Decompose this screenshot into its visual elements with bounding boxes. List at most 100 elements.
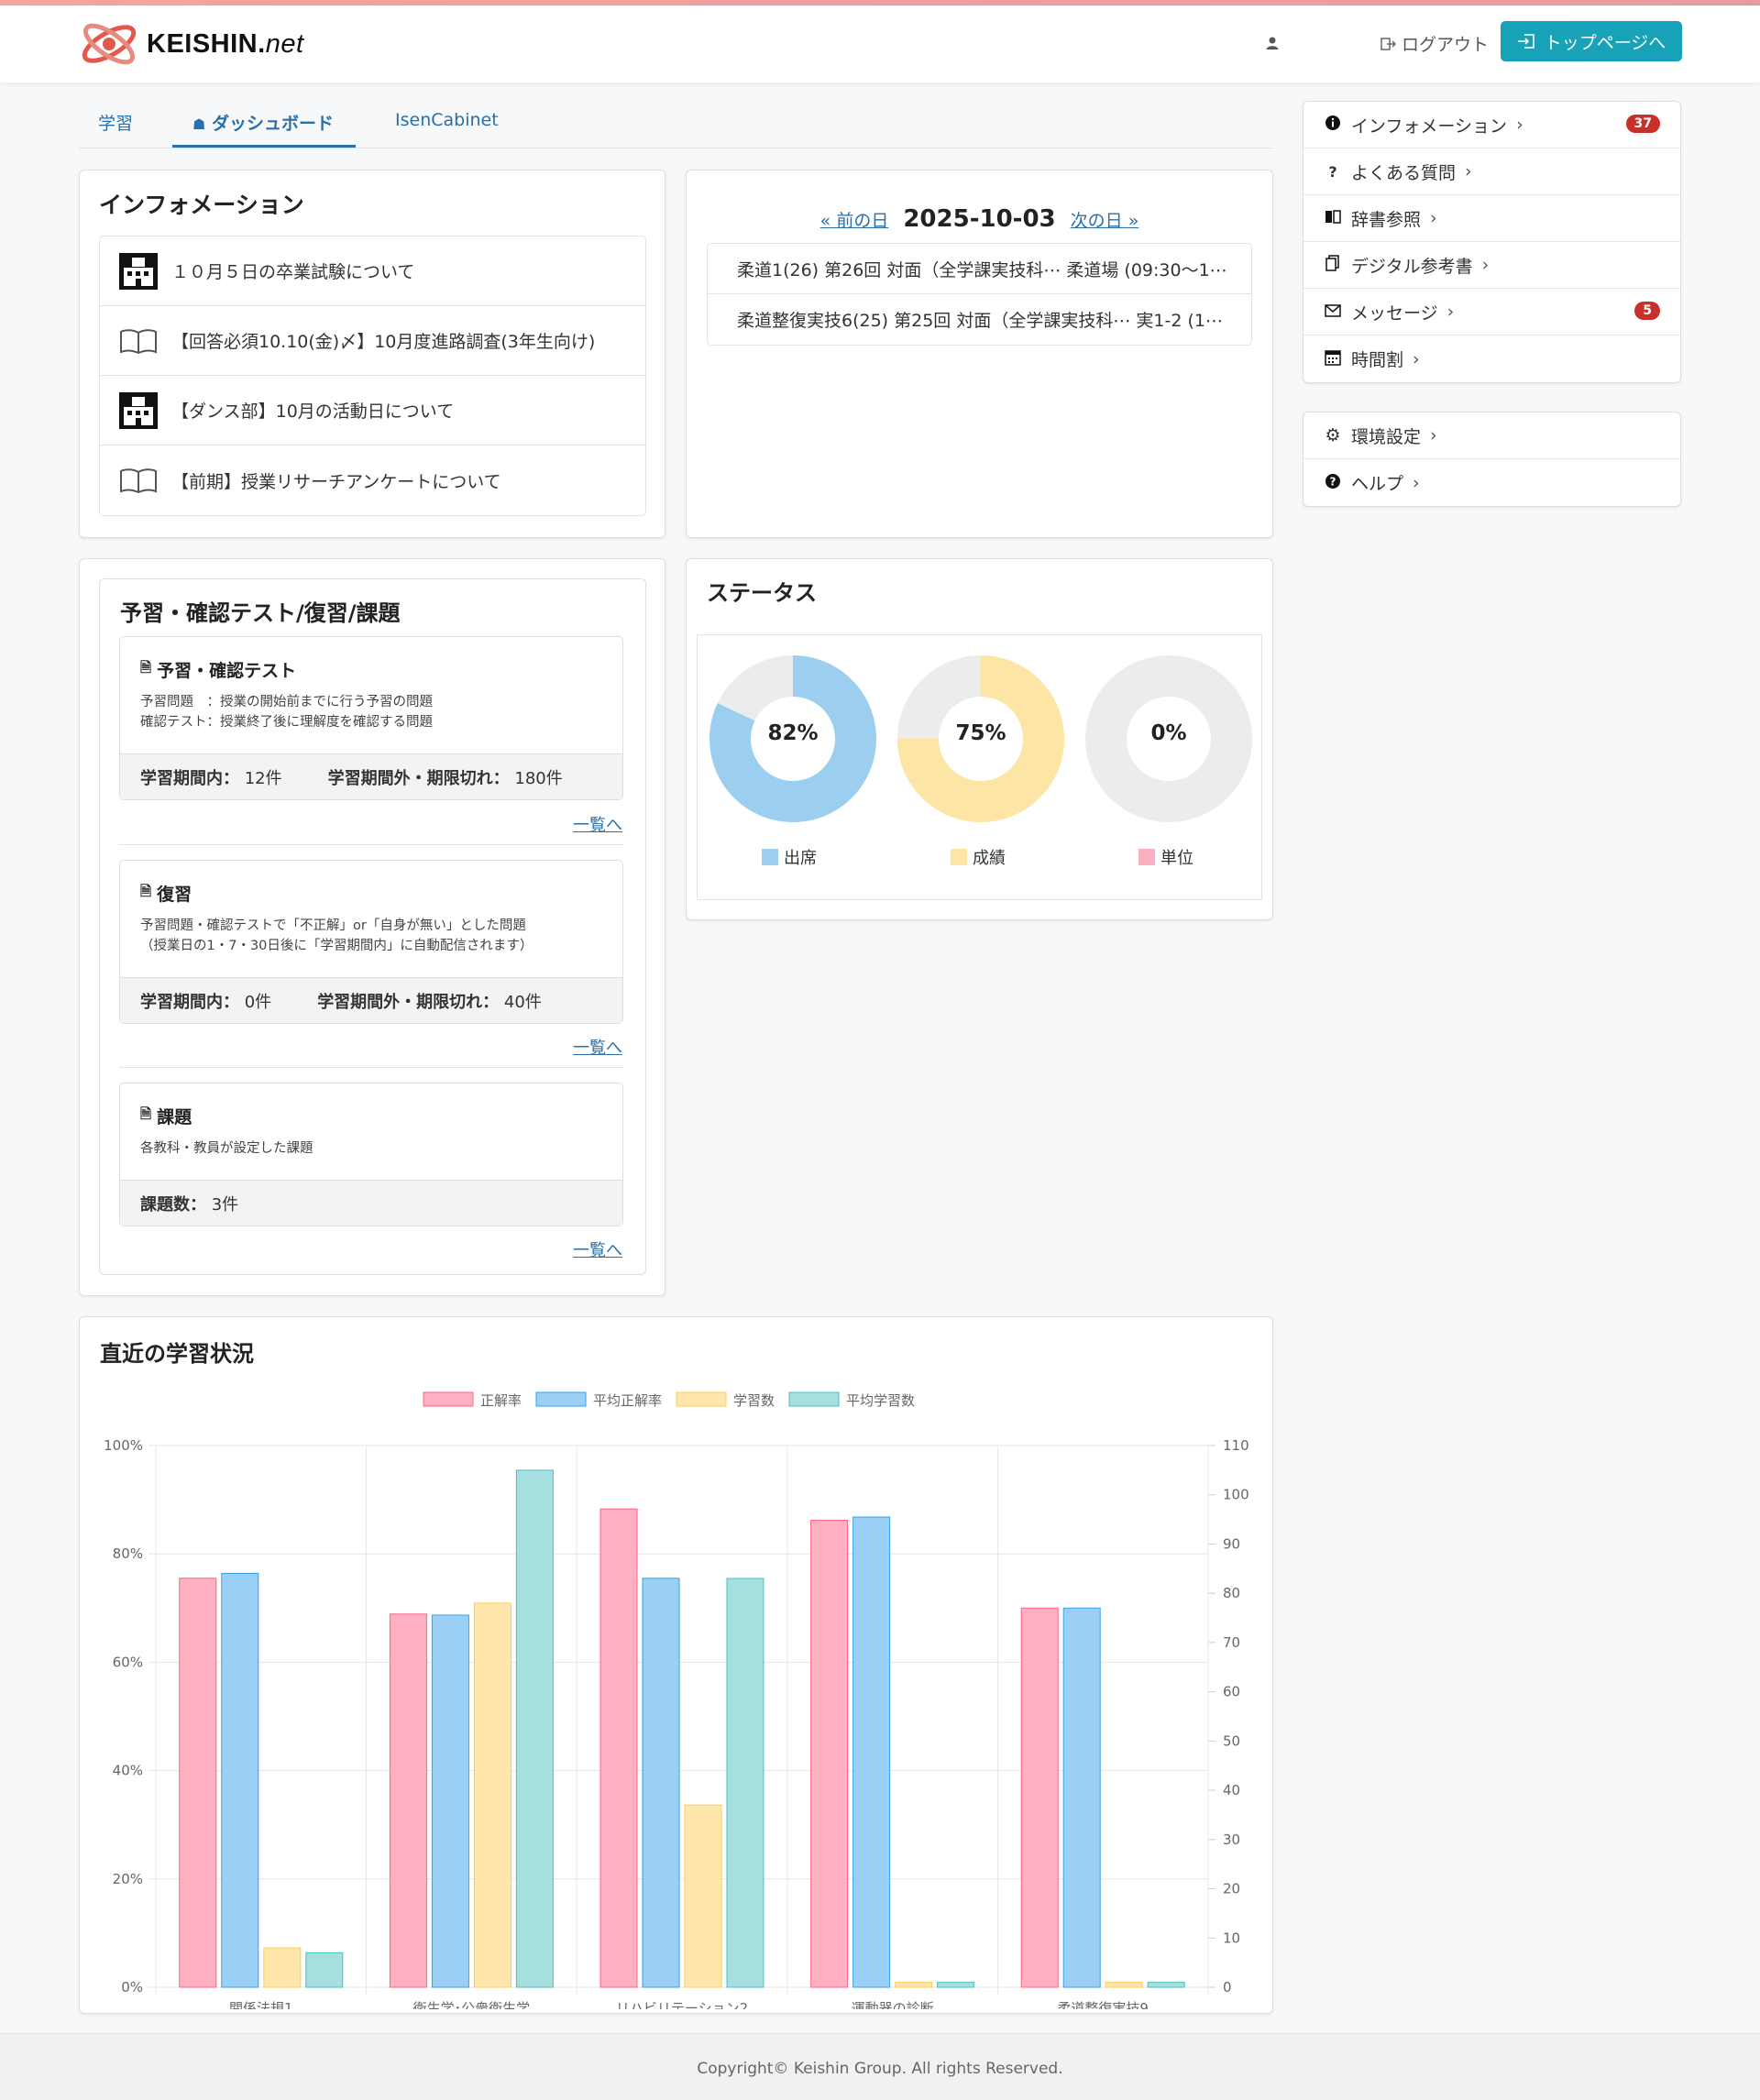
y-left-tick-label: 40%: [113, 1763, 143, 1779]
info-item[interactable]: 【ダンス部】10月の活動日について: [100, 376, 645, 445]
assignment-footer: 課題数： 3件: [120, 1180, 622, 1226]
bar-1[interactable]: [642, 1578, 680, 1988]
footer: Copyright© Keishin Group. All rights Res…: [0, 2033, 1760, 2100]
date-navigation: « 前の日 2025-10-03 次の日 »: [687, 205, 1272, 233]
sidebar-item-information[interactable]: インフォメーション › 37: [1304, 102, 1680, 148]
legend-label: 正解率: [480, 1392, 522, 1409]
keishin-logo-icon: [82, 23, 137, 65]
donut-hole: [939, 697, 1023, 781]
tab-isencabinet[interactable]: IsenCabinet: [395, 110, 499, 130]
status-donut-area: 82% 75% 0% 出席 成績 単位: [697, 634, 1262, 900]
x-tick-label: リハビリテーション2: [616, 2000, 748, 2009]
bar-0[interactable]: [179, 1578, 217, 1988]
review-list-link[interactable]: 一覧へ: [573, 1039, 622, 1058]
logout-link[interactable]: ログアウト: [1380, 31, 1489, 56]
assignment-title: 課題: [157, 1107, 192, 1127]
x-tick-label: 衛生学･公衆衛生学: [413, 2000, 531, 2009]
main-tabs: 学習 ☗ ダッシュボード IsenCabinet: [79, 101, 1272, 148]
recent-study-title: 直近の学習状況: [100, 1341, 254, 1367]
bar-0[interactable]: [389, 1613, 427, 1988]
chevron-right-icon: ›: [1446, 302, 1455, 322]
sidebar-item-timetable[interactable]: 時間割 ›: [1304, 335, 1680, 382]
user-icon[interactable]: [1265, 35, 1280, 55]
bar-3[interactable]: [1147, 1982, 1185, 1988]
bar-2[interactable]: [895, 1982, 933, 1988]
bar-0[interactable]: [810, 1520, 849, 1988]
schedule-item[interactable]: 柔道整復実技6(25) 第25回 対面（全学課実技科⋯ 実1-2 (1⋯: [737, 311, 1223, 331]
tab-dashboard[interactable]: ☗ ダッシュボード: [192, 110, 334, 135]
chevron-right-icon: ›: [1430, 425, 1437, 445]
donut-value-arc[interactable]: [710, 655, 876, 822]
donut-value-arc[interactable]: [897, 655, 1064, 822]
study-card: 予習・確認テスト/復習/課題 🗎 予習・確認テスト 予習問題 ：授業の開始前までに…: [99, 578, 646, 1275]
bar-1[interactable]: [221, 1572, 259, 1988]
preview-test-section: 🗎 予習・確認テスト 予習問題 ：授業の開始前までに行う予習の問題 確認テスト：授…: [119, 636, 623, 800]
copy-icon: [1324, 255, 1342, 275]
bar-1[interactable]: [852, 1516, 891, 1988]
chevron-right-icon: ›: [1465, 161, 1472, 181]
credits-legend: 単位: [1138, 845, 1194, 869]
bar-3[interactable]: [726, 1578, 764, 1988]
sidebar-item-settings[interactable]: ⚙ 環境設定 ›: [1304, 412, 1680, 459]
sidebar-item-help[interactable]: ? ヘルプ ›: [1304, 459, 1680, 506]
bar-0[interactable]: [1020, 1607, 1059, 1988]
y-right-tick-label: 20: [1223, 1881, 1240, 1897]
review-section: 🗎 復習 予習問題・確認テストで「不正解」or「自身が無い」とした問題 （授業日の…: [119, 860, 623, 1024]
x-tick-label: 柔道整復実技9: [1057, 2000, 1149, 2009]
bar-1[interactable]: [1062, 1607, 1101, 1988]
home-icon: ☗: [192, 115, 206, 133]
open-book-icon: [118, 461, 159, 500]
y-left-tick-label: 100%: [104, 1437, 143, 1454]
legend-swatch: [762, 849, 778, 865]
y-right-tick-label: 40: [1223, 1782, 1240, 1798]
attendance-donut[interactable]: [710, 655, 876, 822]
sidebar-item-dictionary[interactable]: 辞書参照 ›: [1304, 195, 1680, 242]
info-item[interactable]: １０月５日の卒業試験について: [100, 236, 645, 306]
y-right-tick-label: 100: [1223, 1487, 1249, 1503]
bar-3[interactable]: [515, 1469, 554, 1988]
header: KEISHIN.net ログアウト トップページへ: [0, 5, 1760, 82]
bar-2[interactable]: [1105, 1982, 1143, 1988]
y-right-tick-label: 0: [1223, 1979, 1232, 1996]
tab-study[interactable]: 学習: [98, 114, 134, 134]
legend-swatch: [676, 1391, 727, 1407]
gear-icon: ⚙: [1325, 425, 1341, 445]
help-circle-icon: ?: [1324, 473, 1342, 493]
bar-2[interactable]: [684, 1804, 722, 1988]
prev-day-link[interactable]: « 前の日: [820, 207, 889, 232]
assignment-list-link[interactable]: 一覧へ: [573, 1241, 622, 1260]
review-title: 復習: [157, 885, 192, 905]
preview-test-list-link[interactable]: 一覧へ: [573, 816, 622, 835]
grades-donut[interactable]: [897, 655, 1064, 822]
info-item[interactable]: 【回答必須10.10(金)〆】10月度進路調査(3年生向け): [100, 306, 645, 376]
bar-0[interactable]: [600, 1508, 638, 1988]
top-accent-line: [0, 0, 1760, 5]
information-card: インフォメーション １０月５日の卒業試験について 【回答必須10.10(金)〆】…: [79, 170, 666, 538]
status-card: ステータス 82% 75% 0% 出席 成績 単位: [686, 558, 1273, 920]
sidebar-item-digital-reference[interactable]: デジタル参考書 ›: [1304, 242, 1680, 289]
attendance-legend: 出席: [762, 845, 817, 869]
info-circle-icon: [1324, 115, 1342, 135]
bar-2[interactable]: [473, 1602, 512, 1988]
top-page-button[interactable]: トップページへ: [1501, 21, 1682, 61]
credits-donut[interactable]: [1085, 655, 1252, 822]
envelope-icon: [1324, 303, 1342, 321]
sidebar-item-message[interactable]: メッセージ › 5: [1304, 289, 1680, 335]
y-right-tick-label: 30: [1223, 1831, 1240, 1848]
in-period-count: 学習期間内： 12件: [140, 768, 282, 788]
next-day-link[interactable]: 次の日 »: [1071, 207, 1139, 232]
info-item[interactable]: 【前期】授業リサーチアンケートについて: [100, 445, 645, 515]
bar-3[interactable]: [305, 1952, 344, 1988]
message-count-badge: 5: [1634, 302, 1660, 320]
bar-3[interactable]: [937, 1982, 975, 1988]
logo[interactable]: KEISHIN.net: [77, 13, 304, 75]
legend-swatch: [951, 849, 967, 865]
bar-2[interactable]: [263, 1947, 302, 1988]
bar-1[interactable]: [431, 1614, 469, 1988]
y-left-tick-label: 0%: [121, 1979, 143, 1996]
donut-hole: [1127, 697, 1211, 781]
sidebar-item-faq[interactable]: ? よくある質問 ›: [1304, 148, 1680, 195]
recent-study-card: 直近の学習状況 0% 20% 40% 60% 80% 100% 0 10 20 30 40 50 60 7…: [79, 1316, 1273, 2014]
schedule-item[interactable]: 柔道1(26) 第26回 対面（全学課実技科⋯ 柔道場 (09:30〜1⋯: [708, 244, 1251, 294]
preview-test-title: 予習・確認テスト: [157, 661, 297, 681]
